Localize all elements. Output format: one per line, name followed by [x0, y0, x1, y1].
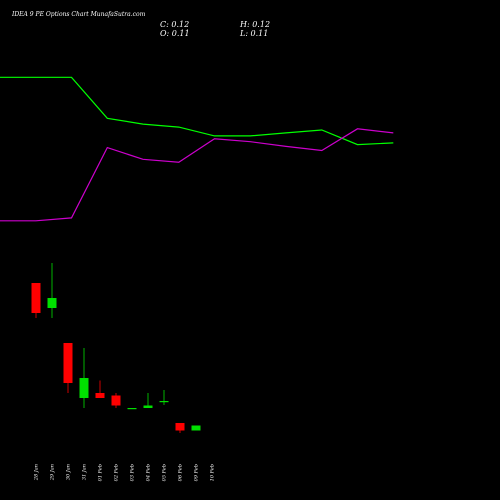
candle-09-feb [191, 425, 201, 431]
candle-31-jan [79, 348, 89, 408]
high-readout: H: 0.12 [239, 20, 270, 29]
x-tick-labels: 28 Jan 29 Jan 30 Jan 31 Jan 01 Feb 02 Feb 03 F… [34, 464, 216, 481]
x-tick-label: 04 Feb [146, 464, 152, 481]
x-tick-label: 09 Feb [194, 464, 200, 481]
candlestick-group [31, 263, 201, 433]
candle-04-feb [143, 393, 153, 408]
x-tick-label: 29 Jan [50, 464, 56, 481]
x-tick-label: 05 Feb [162, 464, 168, 481]
candle-28-jan [31, 283, 41, 318]
candle-29-jan [47, 263, 57, 318]
candle-body [175, 423, 185, 431]
line-series-group [0, 76, 394, 222]
candle-body [111, 395, 121, 406]
candle-30-jan [63, 343, 73, 393]
candle-02-feb [111, 393, 121, 408]
x-tick-label: 31 Jan [82, 464, 88, 480]
x-tick-label: 28 Jan [34, 464, 40, 481]
x-tick-label: 01 Feb [98, 464, 104, 481]
candle-body [47, 298, 57, 308]
x-tick-label: 02 Feb [114, 464, 120, 481]
candle-05-feb [159, 390, 169, 405]
x-tick-label: 30 Jan [66, 464, 72, 480]
x-tick-label: 06 Feb [178, 464, 184, 481]
candle-body [159, 401, 169, 403]
open-readout: O: 0.11 [160, 29, 190, 38]
line-series-1 [0, 76, 394, 146]
close-readout: C: 0.12 [160, 20, 189, 29]
candle-body [63, 343, 73, 383]
candle-body [79, 378, 89, 398]
candle-03-feb [127, 408, 137, 410]
x-tick-label: 03 Feb [130, 464, 136, 481]
candle-body [95, 393, 105, 398]
candle-06-feb [175, 423, 185, 433]
candle-body [127, 408, 137, 410]
candle-body [31, 283, 41, 313]
low-readout: L: 0.11 [239, 29, 268, 38]
x-tick-label: 10 Feb [210, 464, 216, 481]
candle-body [143, 405, 153, 408]
line-series-2 [0, 128, 394, 222]
chart-title: IDEA 9 PE Options Chart MunafaSutra.com [11, 11, 146, 18]
candle-01-feb [95, 380, 105, 398]
candle-body [191, 425, 201, 431]
